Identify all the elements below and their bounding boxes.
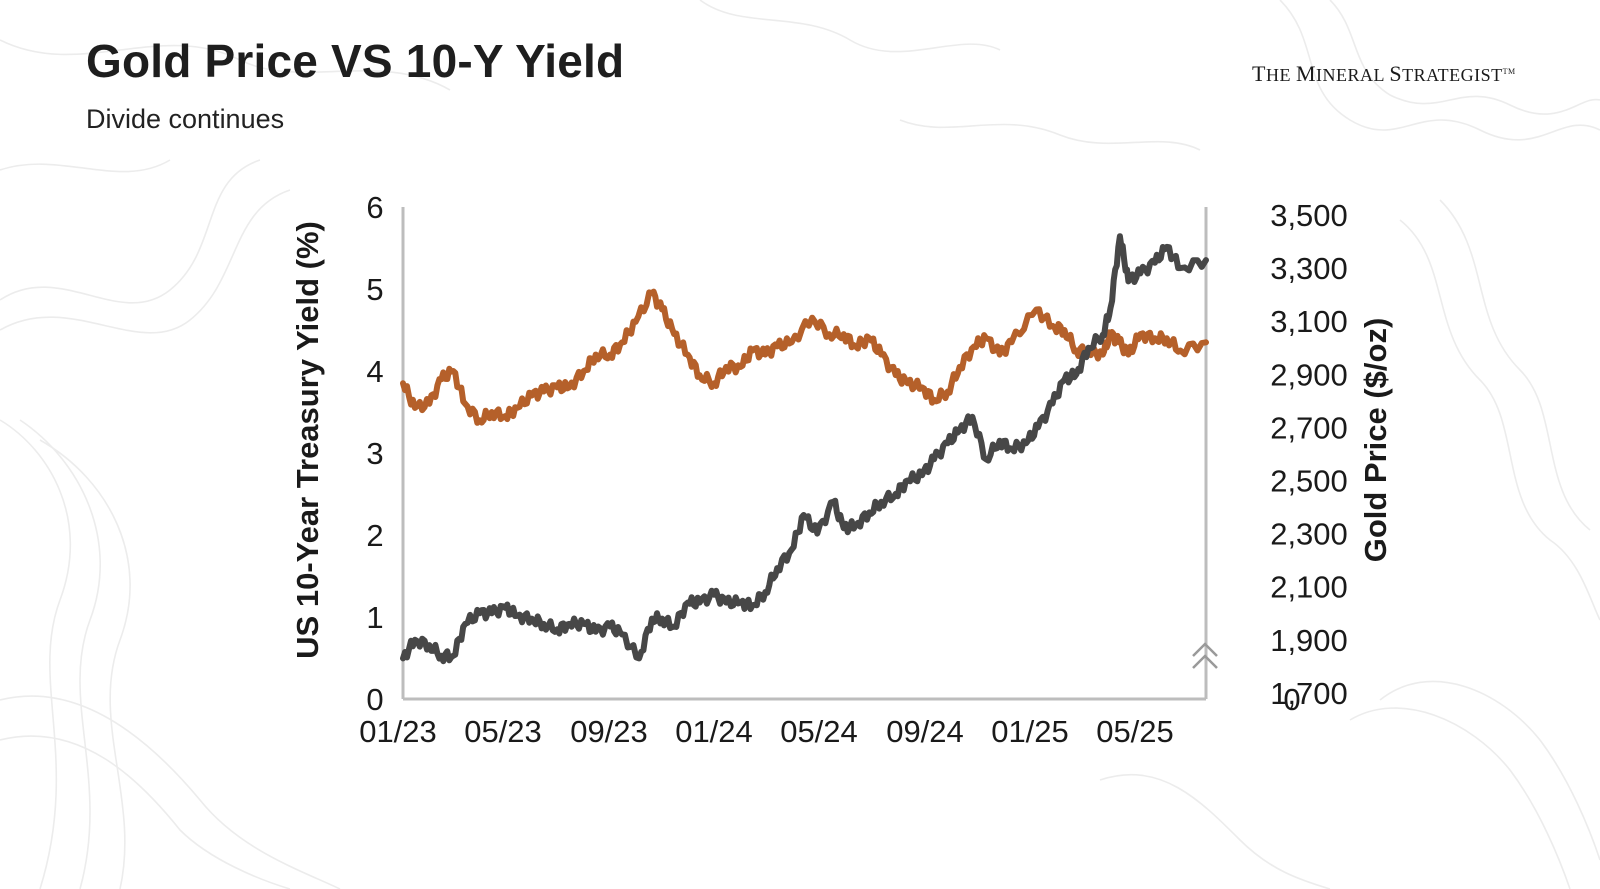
plot-area [401,207,1218,701]
right-tick-label: 2,700 [1270,410,1348,445]
x-tick-label: 05/25 [1096,714,1174,749]
right-tick-label: 3,300 [1270,251,1348,286]
brand-small-1: HE [1265,65,1296,85]
gold-series-line [400,233,1209,665]
x-tick-label: 05/24 [780,714,858,749]
x-tick-label: 09/24 [886,714,964,749]
left-tick-label: 3 [366,436,383,471]
left-tick-label: 6 [366,190,383,225]
brand-small-3: TRATEGIST [1402,65,1503,85]
right-axis-title: Gold Price ($/oz) [1358,318,1393,563]
right-tick-label: 1,700 [1270,676,1348,711]
left-tick-label: 5 [366,272,383,307]
x-tick-label: 09/23 [570,714,648,749]
brand-cap-3: S [1389,61,1403,86]
right-tick-label: 3,500 [1270,198,1348,233]
left-tick-label: 2 [366,518,383,553]
x-tick-label: 01/23 [359,714,437,749]
right-tick-label: 3,100 [1270,304,1348,339]
brand-cap-1: T [1252,61,1266,86]
left-tick-label: 0 [366,682,383,717]
left-tick-label: 4 [366,354,383,389]
right-tick-label: 1,900 [1270,623,1348,658]
brand-trademark: TM [1502,67,1516,76]
series-layer [400,233,1209,665]
x-tick-label: 05/23 [464,714,542,749]
x-axis-ticks: 01/23 05/23 09/23 01/24 05/24 09/24 01/25 05/25 [359,714,1174,749]
right-axis-ticks: 01,700 1,900 2,100 2,300 2,500 2,700 2,900 3,10… [1270,198,1348,717]
left-tick-label: 1 [366,600,383,635]
right-tick-label: 0 [1283,682,1300,717]
left-axis-title: US 10-Year Treasury Yield (%) [290,221,325,659]
brand-logo: THE MINERAL STRATEGISTTM [1252,61,1516,87]
chart-title: Gold Price VS 10-Y Yield [86,35,625,87]
chart-subtitle: Divide continues [86,104,285,134]
brand-small-2: INERAL [1316,65,1390,85]
x-tick-label: 01/24 [675,714,753,749]
yield-series-line [400,288,1209,426]
axis-break-icon [1192,642,1218,669]
brand-cap-2: M [1295,61,1317,86]
left-axis-ticks: 0 1 2 3 4 5 6 [366,190,383,717]
right-tick-label: 2,500 [1270,464,1348,499]
right-tick-label: 2,900 [1270,357,1348,392]
right-tick-label: 2,300 [1270,517,1348,552]
right-tick-label: 2,100 [1270,570,1348,605]
x-tick-label: 01/25 [991,714,1069,749]
